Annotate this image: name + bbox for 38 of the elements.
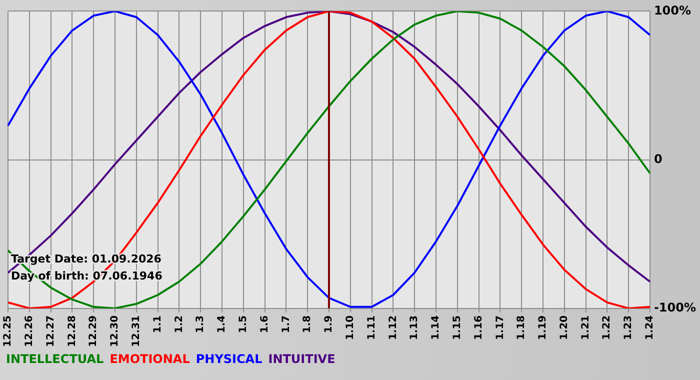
x-tick-label: 1.20 bbox=[558, 315, 570, 340]
x-tick-label: 1.4 bbox=[216, 315, 228, 334]
x-tick-label: 1.6 bbox=[259, 315, 270, 334]
x-tick-label: 1.19 bbox=[538, 315, 549, 340]
x-tick-label: 1.10 bbox=[344, 315, 356, 340]
x-tick-label: 1.21 bbox=[580, 315, 592, 340]
y-tick-label: 0 bbox=[654, 152, 662, 166]
x-tick-label: 1.8 bbox=[302, 315, 314, 334]
x-tick-label: 12.27 bbox=[45, 315, 56, 348]
text: INTUITIVE bbox=[268, 352, 336, 366]
x-tick-label: 1.3 bbox=[195, 315, 206, 334]
x-tick-label: 12.28 bbox=[66, 315, 78, 348]
x-tick-label: 1.22 bbox=[602, 315, 613, 340]
x-tick-label: 1.24 bbox=[644, 315, 656, 340]
x-tick-label: 1.13 bbox=[409, 315, 420, 340]
x-tick-label: 1.11 bbox=[366, 315, 378, 340]
x-tick-label: 1.12 bbox=[388, 315, 399, 340]
text: INTELLECTUAL bbox=[6, 352, 104, 366]
x-tick-label: 1.9 bbox=[324, 315, 335, 334]
x-tick-label: 1.15 bbox=[452, 315, 463, 340]
x-tick-label: 1.16 bbox=[473, 315, 484, 340]
x-tick-label: 1.17 bbox=[494, 315, 506, 340]
text: EMOTIONAL bbox=[110, 352, 190, 366]
text: PHYSICAL bbox=[196, 352, 262, 366]
x-tick-label: 1.14 bbox=[430, 315, 442, 340]
x-tick-label: 1.1 bbox=[152, 315, 164, 334]
x-tick-label: 1.2 bbox=[174, 315, 185, 334]
x-tick-label: 12.25 bbox=[2, 315, 14, 348]
x-tick-label: 1.23 bbox=[623, 315, 634, 340]
x-tick-label: 12.29 bbox=[88, 315, 100, 348]
y-tick-label: 100% bbox=[654, 3, 692, 18]
y-tick-label: -100% bbox=[654, 300, 696, 314]
x-tick-label: 12.30 bbox=[110, 315, 121, 348]
x-tick-label: 12.31 bbox=[130, 315, 142, 348]
x-tick-label: 1.5 bbox=[238, 315, 249, 334]
x-tick-label: 12.26 bbox=[24, 315, 35, 348]
x-tick-label: 1.18 bbox=[516, 315, 528, 340]
x-tick-label: 1.7 bbox=[280, 315, 292, 334]
